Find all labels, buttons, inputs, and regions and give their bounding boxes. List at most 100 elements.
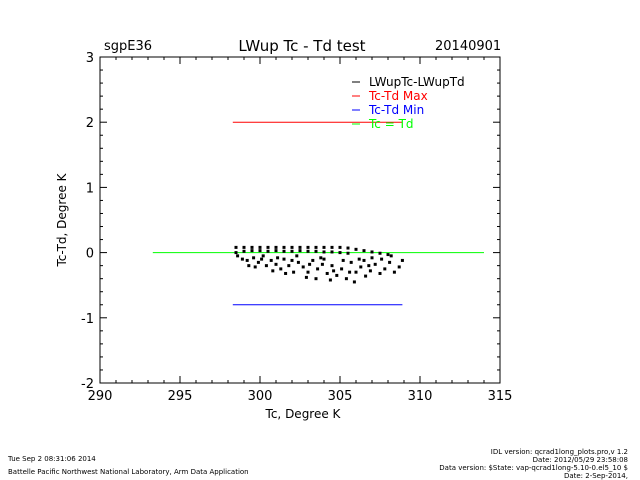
scatter-point [316, 267, 320, 271]
x-tick-label: 305 [328, 389, 353, 404]
scatter-point [352, 280, 356, 284]
scatter-point [250, 249, 254, 253]
scatter-point [340, 267, 344, 271]
scatter-point [282, 249, 286, 253]
y-tick-label: -1 [81, 312, 94, 327]
scatter-point [298, 249, 302, 253]
axis-ticks: 290 295 300 305 310 315 -2 -1 0 1 2 3 [81, 51, 512, 404]
scatter-point [258, 245, 262, 249]
footer-timestamp: Tue Sep 2 08:31:06 2014 [8, 455, 96, 463]
scatter-point [338, 251, 342, 255]
scatter-point [348, 270, 352, 274]
scatter-point [335, 273, 339, 277]
legend-label: Tc = Td [368, 117, 414, 131]
scatter-point [330, 245, 334, 249]
scatter-point [308, 262, 312, 266]
y-tick-label: 0 [86, 247, 94, 262]
scatter-point [282, 245, 286, 249]
footer-idl-version: IDL version: qcrad1long_plots.pro,v 1.2 [490, 448, 628, 456]
scatter-point [362, 258, 366, 262]
legend-label: Tc-Td Max [368, 89, 428, 103]
scatter-point [332, 269, 336, 273]
scatter-point [314, 277, 318, 281]
scatter-point [284, 271, 288, 275]
footer-data-version: Data version: $State: vap-qcrad1long-5.1… [439, 464, 628, 472]
footer-file-date: Date: 2012/05/29 23:58:08 [532, 456, 628, 464]
scatter-point [320, 262, 324, 266]
y-tick-label: 1 [86, 181, 94, 196]
scatter-point [282, 257, 286, 261]
scatter-point [266, 245, 270, 249]
scatter-point [341, 258, 345, 262]
scatter-point [314, 245, 318, 249]
x-axis-label: Tc, Degree K [265, 407, 342, 421]
scatter-point [304, 275, 308, 279]
scatter-point [364, 274, 368, 278]
scatter-point [252, 256, 256, 260]
site-label: sgpE36 [104, 39, 152, 54]
scatter-point [258, 249, 262, 253]
scatter-point [295, 254, 299, 258]
scatter-point [301, 265, 305, 269]
scatter-point [279, 267, 283, 271]
scatter-point [330, 264, 334, 268]
scatter-point [260, 257, 264, 261]
scatter-point [383, 267, 387, 271]
scatter-point [306, 270, 310, 274]
scatter-point [322, 257, 326, 261]
scatter-point [242, 249, 246, 253]
plot-frame [99, 56, 501, 384]
scatter-point [346, 246, 350, 250]
y-tick-label: 2 [86, 116, 94, 131]
scatter-point [357, 257, 361, 261]
scatter-point [354, 270, 358, 274]
scatter-point [271, 269, 275, 273]
scatter-point [314, 249, 318, 253]
scatter-point [378, 271, 382, 275]
scatter-point [296, 260, 300, 264]
scatter-point [274, 262, 278, 266]
x-tick-label: 310 [408, 389, 433, 404]
scatter-point [250, 245, 254, 249]
scatter-point [397, 265, 401, 269]
scatter-point [245, 258, 249, 262]
x-tick-label: 290 [88, 389, 113, 404]
scatter-point [242, 245, 246, 249]
scatter-point [386, 253, 390, 257]
scatter-point [236, 254, 240, 258]
scatter-point [392, 270, 396, 274]
scatter-points [234, 245, 404, 284]
scatter-point [367, 264, 371, 268]
scatter-point [370, 250, 374, 254]
scatter-point [287, 264, 291, 268]
reference-lines [152, 121, 484, 306]
legend-label: Tc-Td Min [368, 103, 424, 117]
scatter-point [266, 249, 270, 253]
legend-label: LWupTc-LWupTd [369, 75, 465, 89]
scatter-point [346, 251, 350, 255]
scatter-point [290, 245, 294, 249]
scatter-point [274, 245, 278, 249]
scatter-point [319, 256, 323, 260]
scatter-point [292, 270, 296, 274]
scatter-point [373, 262, 377, 266]
scatter-point [240, 257, 244, 261]
y-tick-label: 3 [86, 51, 94, 66]
scatter-point [311, 258, 315, 262]
scatter-point [322, 250, 326, 254]
x-tick-label: 295 [168, 389, 193, 404]
scatter-point [354, 247, 358, 251]
scatter-point [378, 251, 382, 255]
scatter-point [388, 260, 392, 264]
scatter-point [362, 249, 366, 253]
scatter-point [306, 245, 310, 249]
scatter-point [330, 250, 334, 254]
scatter-point [338, 245, 342, 249]
footer-lab: Battelle Pacific Northwest National Labo… [8, 468, 249, 476]
chart-title: LWup Tc - Td test [238, 37, 365, 55]
scatter-point [290, 249, 294, 253]
scatter-point [359, 265, 363, 269]
scatter-point [269, 258, 273, 262]
scatter-point [368, 269, 372, 273]
